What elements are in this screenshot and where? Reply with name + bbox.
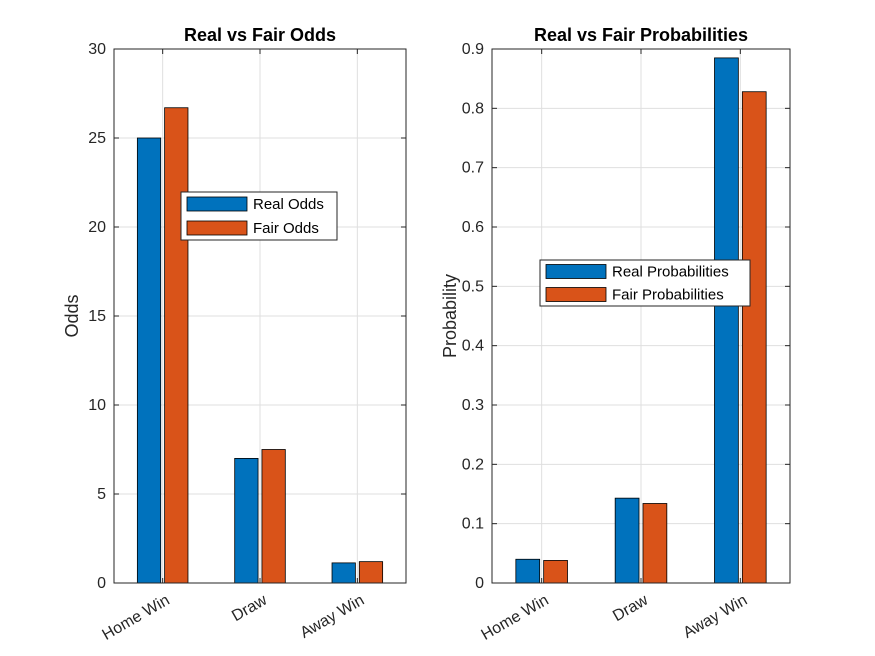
chart-title: Real vs Fair Odds — [184, 25, 336, 45]
y-tick-label: 0 — [97, 575, 106, 592]
legend-swatch — [545, 264, 607, 279]
x-tick-label: Draw — [229, 592, 270, 626]
legend: Real Odds Fair Odds — [180, 191, 338, 241]
chart-2: 0 0.1 0.2 0.3 0.4 0.5 0.6 0.7 0.8 0.9 Home Win Draw… — [440, 25, 791, 644]
y-tick-label: 15 — [88, 308, 106, 325]
bar-1-3 — [714, 57, 739, 584]
x-tick-label: Home Win — [478, 592, 551, 644]
y-tick-label: 0.9 — [462, 41, 484, 58]
y-tick-label: 0.5 — [462, 278, 484, 295]
bar-1-1 — [136, 137, 162, 584]
x-tick-label: Away Win — [297, 592, 367, 642]
legend-swatch — [186, 220, 248, 236]
bar-1-2 — [234, 457, 259, 584]
legend-label: Fair Probabilities — [612, 287, 724, 304]
bar-2-1 — [164, 107, 189, 584]
y-axis-label: Odds — [62, 294, 82, 337]
legend-swatch — [545, 287, 607, 302]
y-tick-label: 5 — [97, 486, 106, 503]
y-tick-label: 20 — [88, 219, 106, 236]
x-tick-label: Home Win — [99, 592, 172, 644]
legend-swatch — [186, 196, 248, 212]
legend-label: Fair Odds — [253, 220, 319, 237]
bar-1-1 — [515, 558, 541, 584]
bar-2-1 — [543, 560, 568, 584]
bar-2-2 — [261, 449, 286, 584]
y-tick-label: 10 — [88, 397, 106, 414]
bar-2-2 — [642, 503, 668, 584]
y-tick-label: 0.8 — [462, 100, 484, 117]
y-tick-label: 0.7 — [462, 160, 484, 177]
y-tick-label: 25 — [88, 130, 106, 147]
y-tick-label: 0.6 — [462, 219, 484, 236]
legend-label: Real Probabilities — [612, 264, 729, 281]
chart-1: 0 5 10 15 20 25 30 Home Win Draw Away Win Real vs … — [62, 25, 407, 644]
bar-1-2 — [614, 497, 640, 584]
chart-title: Real vs Fair Probabilities — [534, 25, 748, 45]
y-tick-label: 30 — [88, 41, 106, 58]
y-tick-label: 0.3 — [462, 397, 484, 414]
y-tick-label: 0 — [475, 575, 484, 592]
bar-2-3 — [741, 91, 767, 584]
bar-2-3 — [358, 561, 384, 584]
bar-1-3 — [331, 562, 356, 584]
y-axis-label: Probability — [440, 274, 460, 358]
legend-label: Real Odds — [253, 196, 324, 213]
x-tick-label: Draw — [610, 592, 651, 626]
y-tick-label: 0.1 — [462, 516, 484, 533]
y-tick-label: 0.2 — [462, 456, 484, 473]
y-tick-label: 0.4 — [462, 338, 484, 355]
legend: Real Probabilities Fair Probabilities — [539, 259, 751, 307]
x-tick-label: Away Win — [680, 592, 750, 642]
